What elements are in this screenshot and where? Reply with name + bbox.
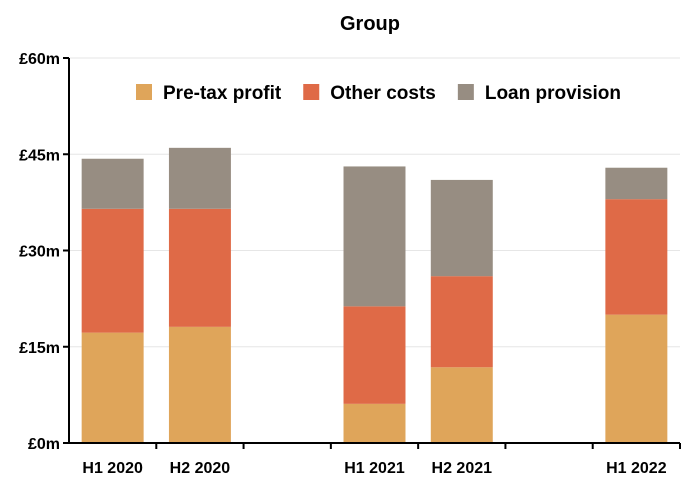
bar-segment xyxy=(81,332,144,443)
chart-title: Group xyxy=(340,13,400,35)
bar-segment xyxy=(343,306,406,404)
x-tick-label: H2 2021 xyxy=(432,460,493,477)
bar-segment xyxy=(605,167,668,200)
legend-label: Other costs xyxy=(330,83,436,104)
y-tick-label: £45m xyxy=(19,147,60,164)
bar-segment xyxy=(81,158,144,209)
y-tick-label: £15m xyxy=(19,340,60,357)
bar-segment xyxy=(168,208,231,327)
bar-segment xyxy=(343,166,406,307)
y-tick-label: £0m xyxy=(28,436,60,453)
bar-segment xyxy=(430,367,493,443)
legend-label: Loan provision xyxy=(485,83,621,104)
bar-segment xyxy=(81,208,144,333)
y-tick-labels: £0m £15m £30m £45m £60m xyxy=(19,51,69,453)
bar-segment xyxy=(168,326,231,443)
bar-segment xyxy=(343,403,406,443)
x-tick-labels: H1 2020 H2 2020 H1 2021 H2 2021 H1 2022 xyxy=(82,443,681,477)
bar-segment xyxy=(430,179,493,277)
x-tick-label: H1 2020 xyxy=(82,460,143,477)
bars xyxy=(81,147,668,443)
bar-segment xyxy=(430,276,493,368)
legend: Pre-tax profit Other costs Loan provision xyxy=(136,83,621,104)
x-tick-label: H2 2020 xyxy=(170,460,231,477)
x-tick-label: H1 2021 xyxy=(344,460,405,477)
bar-segment xyxy=(605,199,668,315)
x-tick-label: H1 2022 xyxy=(606,460,667,477)
bar-segment xyxy=(605,314,668,443)
legend-swatch xyxy=(457,84,474,100)
y-tick-label: £60m xyxy=(19,51,60,68)
legend-swatch xyxy=(136,84,152,100)
legend-swatch xyxy=(303,84,320,100)
y-tick-label: £30m xyxy=(19,244,60,261)
legend-label: Pre-tax profit xyxy=(163,83,282,104)
bar-segment xyxy=(168,147,231,209)
